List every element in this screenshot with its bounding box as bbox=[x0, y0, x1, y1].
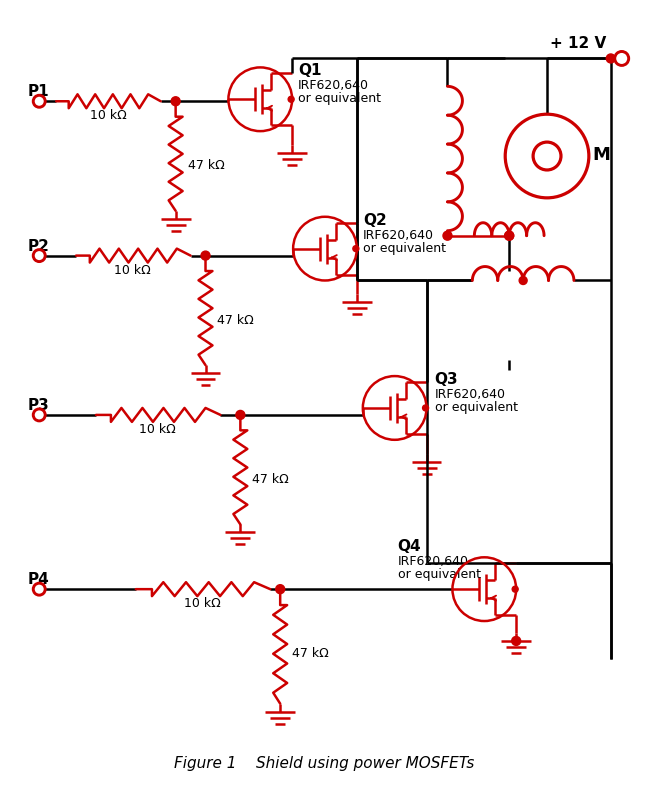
Circle shape bbox=[505, 231, 514, 240]
Text: 47 kΩ: 47 kΩ bbox=[187, 160, 224, 172]
Text: 10 kΩ: 10 kΩ bbox=[139, 423, 176, 436]
Text: 10 kΩ: 10 kΩ bbox=[184, 597, 221, 610]
Circle shape bbox=[236, 411, 245, 419]
Text: IRF620,640: IRF620,640 bbox=[363, 228, 434, 242]
Text: 47 kΩ: 47 kΩ bbox=[292, 647, 329, 660]
Circle shape bbox=[353, 246, 359, 252]
Text: P3: P3 bbox=[27, 398, 49, 413]
Circle shape bbox=[519, 276, 527, 284]
Text: or equivalent: or equivalent bbox=[398, 568, 481, 581]
Text: Q4: Q4 bbox=[398, 540, 421, 555]
Text: 10 kΩ: 10 kΩ bbox=[89, 109, 126, 122]
Text: or equivalent: or equivalent bbox=[363, 242, 446, 254]
Text: IRF620,640: IRF620,640 bbox=[398, 555, 469, 568]
Text: Q3: Q3 bbox=[435, 372, 458, 387]
Text: P2: P2 bbox=[27, 239, 49, 254]
Text: IRF620,640: IRF620,640 bbox=[298, 79, 369, 92]
Text: Figure 1    Shield using power MOSFETs: Figure 1 Shield using power MOSFETs bbox=[174, 756, 474, 771]
Circle shape bbox=[512, 586, 518, 592]
Text: 10 kΩ: 10 kΩ bbox=[115, 264, 151, 276]
Circle shape bbox=[512, 637, 520, 645]
Text: IRF620,640: IRF620,640 bbox=[435, 388, 505, 401]
Circle shape bbox=[422, 405, 428, 411]
Circle shape bbox=[607, 54, 615, 63]
Text: P1: P1 bbox=[27, 85, 49, 100]
Circle shape bbox=[505, 231, 514, 240]
Text: 47 kΩ: 47 kΩ bbox=[252, 473, 289, 486]
Text: P4: P4 bbox=[27, 572, 49, 587]
Circle shape bbox=[201, 251, 210, 260]
Text: M: M bbox=[593, 146, 610, 164]
Circle shape bbox=[443, 231, 452, 240]
Text: or equivalent: or equivalent bbox=[435, 401, 518, 414]
Circle shape bbox=[171, 97, 180, 106]
Circle shape bbox=[288, 96, 294, 102]
Circle shape bbox=[275, 585, 284, 593]
Text: or equivalent: or equivalent bbox=[298, 92, 381, 105]
Text: Q2: Q2 bbox=[363, 213, 387, 228]
Text: 47 kΩ: 47 kΩ bbox=[218, 314, 254, 327]
Text: Q1: Q1 bbox=[298, 63, 321, 78]
Text: + 12 V: + 12 V bbox=[550, 36, 606, 51]
